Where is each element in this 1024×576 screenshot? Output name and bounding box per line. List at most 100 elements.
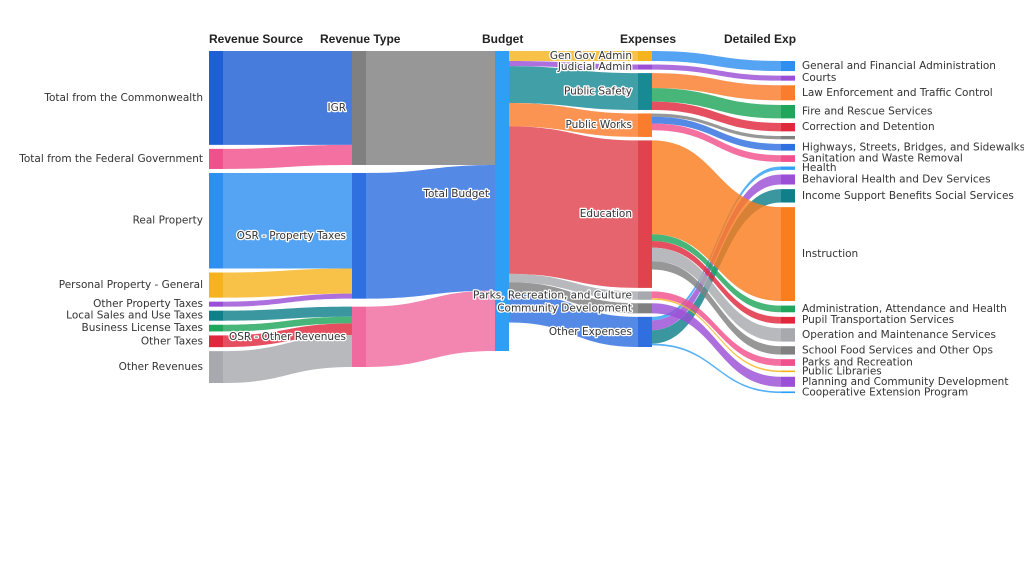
link-gen-gov-admin-to-general-and-financial-administration	[652, 51, 781, 72]
label-expense-gen-gov-admin: Gen Gov Admin	[550, 50, 632, 62]
link-other-property-taxes-to-osr-property-taxes	[223, 293, 352, 307]
node-detail-school-food-services-and-other-ops	[781, 346, 795, 355]
node-detail-highways-streets-bridges-and-sidewalks	[781, 143, 795, 151]
node-detail-general-and-financial-administration	[781, 61, 795, 72]
label-detail-public-libraries: Public Libraries	[802, 365, 882, 377]
link-total-budget-to-judicial-admin	[509, 61, 638, 70]
node-detail-sanitation-and-waste-removal	[781, 155, 795, 162]
link-education-to-school-food-services-and-other-ops	[652, 261, 781, 355]
link-local-sales-and-use-taxes-to-osr-other-revenues	[223, 306, 352, 321]
link-osr-other-revenues-to-total-budget	[366, 290, 495, 367]
link-real-property-to-osr-property-taxes	[223, 172, 352, 269]
link-public-safety-to-correction-and-detention	[652, 101, 781, 132]
column-header-budget: Budget	[482, 32, 523, 46]
node-detail-behavioral-health-and-dev-services	[781, 174, 795, 185]
label-total-budget: Total Budget	[422, 188, 489, 200]
label-type-osr-property-taxes: OSR - Property Taxes	[237, 230, 346, 242]
node-detail-income-support-benefits-social-services	[781, 189, 795, 203]
node-detail-item-5	[781, 135, 795, 140]
label-detail-school-food-services-and-other-ops: School Food Services and Other Ops	[802, 344, 993, 356]
label-detail-correction-and-detention: Correction and Detention	[802, 121, 935, 133]
link-other-taxes-to-osr-other-revenues	[223, 323, 352, 348]
node-detail-law-enforcement-and-traffic-control	[781, 85, 795, 101]
link-public-works-to-detail-5	[652, 113, 781, 140]
node-source-total-from-the-federal-government	[209, 148, 223, 169]
column-header-revenue-source: Revenue Source	[209, 32, 303, 46]
link-judicial-admin-to-courts	[652, 64, 781, 81]
link-education-to-operation-and-maintenance-services	[652, 247, 781, 342]
node-detail-courts	[781, 75, 795, 81]
node-detail-administration-attendance-and-health	[781, 305, 795, 313]
link-education-to-instruction	[652, 140, 781, 301]
node-detail-cooperative-extension-program	[781, 391, 795, 394]
link-other-revenues-to-osr-other-revenues	[223, 335, 352, 383]
link-personal-property-general-to-osr-property-taxes	[223, 268, 352, 298]
link-parks-recreation-and-culture-to-parks-and-recreation	[652, 291, 781, 366]
link-public-safety-to-fire-and-rescue-services	[652, 88, 781, 119]
node-detail-operation-and-maintenance-services	[781, 328, 795, 342]
link-education-to-administration-attendance-and-health	[652, 234, 781, 313]
node-source-total-from-the-commonwealth	[209, 51, 223, 145]
node-expense-other-expenses	[638, 316, 652, 348]
label-expense-judicial-admin: Judicial Admin	[557, 61, 632, 73]
link-total-budget-to-education	[509, 126, 638, 288]
node-detail-health	[781, 166, 795, 170]
label-detail-income-support-benefits-social-services: Income Support Benefits Social Services	[802, 190, 1014, 202]
column-header-detailed-exp: Detailed Exp	[724, 32, 796, 46]
label-detail-fire-and-rescue-services: Fire and Rescue Services	[802, 106, 932, 118]
link-other-expenses-to-cooperative-extension-program	[652, 343, 781, 394]
link-total-budget-to-gen-gov-admin	[509, 51, 638, 62]
node-detail-fire-and-rescue-services	[781, 104, 795, 119]
link-total-from-the-commonwealth-to-igr	[223, 51, 352, 145]
link-parks-recreation-and-culture-to-public-libraries	[652, 298, 781, 373]
node-source-other-property-taxes	[209, 301, 223, 307]
label-expense-parks-recreation-and-culture: Parks, Recreation, and Culture	[473, 290, 632, 302]
label-detail-instruction: Instruction	[802, 248, 858, 260]
label-source-business-license-taxes: Business License Taxes	[82, 322, 204, 334]
label-source-real-property: Real Property	[133, 215, 203, 227]
label-source-total-from-the-commonwealth: Total from the Commonwealth	[43, 92, 203, 104]
node-source-local-sales-and-use-taxes	[209, 310, 223, 321]
link-total-budget-to-parks-recreation-and-culture	[509, 273, 638, 300]
label-source-total-from-the-federal-government: Total from the Federal Government	[18, 153, 203, 165]
node-source-real-property	[209, 172, 223, 269]
link-total-from-the-federal-government-to-igr	[223, 144, 352, 169]
column-header-expenses: Expenses	[620, 32, 676, 46]
node-expense-education	[638, 140, 652, 288]
link-education-to-pupil-transportation-services	[652, 240, 781, 324]
node-expense-judicial-admin	[638, 64, 652, 70]
label-source-other-revenues: Other Revenues	[119, 361, 203, 373]
link-osr-property-taxes-to-total-budget	[366, 164, 495, 299]
label-detail-operation-and-maintenance-services: Operation and Maintenance Services	[802, 329, 996, 341]
label-expense-other-expenses: Other Expenses	[549, 326, 632, 338]
link-community-development-to-planning-and-community-development	[652, 303, 781, 387]
node-source-business-license-taxes	[209, 324, 223, 332]
label-type-igr: IGR	[327, 102, 346, 114]
label-detail-behavioral-health-and-dev-services: Behavioral Health and Dev Services	[802, 173, 991, 185]
label-source-personal-property-general: Personal Property - General	[59, 279, 203, 291]
label-source-other-property-taxes: Other Property Taxes	[93, 298, 203, 310]
label-detail-planning-and-community-development: Planning and Community Development	[802, 376, 1008, 388]
label-detail-pupil-transportation-services: Pupil Transportation Services	[802, 314, 954, 326]
link-total-budget-to-public-works	[509, 102, 638, 137]
node-expense-gen-gov-admin	[638, 51, 652, 62]
node-detail-planning-and-community-development	[781, 376, 795, 387]
node-expense-public-safety	[638, 73, 652, 110]
label-detail-parks-and-recreation: Parks and Recreation	[802, 357, 913, 369]
node-detail-instruction	[781, 207, 795, 301]
column-header-revenue-type: Revenue Type	[320, 32, 401, 46]
label-expense-public-works: Public Works	[566, 119, 632, 131]
link-igr-to-total-budget	[366, 51, 495, 165]
label-expense-community-development: Community Development	[497, 302, 632, 314]
node-detail-pupil-transportation-services	[781, 316, 795, 324]
label-detail-law-enforcement-and-traffic-control: Law Enforcement and Traffic Control	[802, 87, 993, 99]
label-detail-administration-attendance-and-health: Administration, Attendance and Health	[802, 303, 1007, 315]
node-type-osr-property-taxes	[352, 172, 366, 299]
link-total-budget-to-public-safety	[509, 66, 638, 110]
label-detail-cooperative-extension-program: Cooperative Extension Program	[802, 386, 968, 398]
label-detail-sanitation-and-waste-removal: Sanitation and Waste Removal	[802, 153, 963, 165]
label-detail-highways-streets-bridges-and-sidewalks: Highways, Streets, Bridges, and Sidewalk…	[802, 141, 1024, 153]
node-total-budget	[495, 51, 509, 351]
link-public-works-to-sanitation-and-waste-removal	[652, 123, 781, 162]
